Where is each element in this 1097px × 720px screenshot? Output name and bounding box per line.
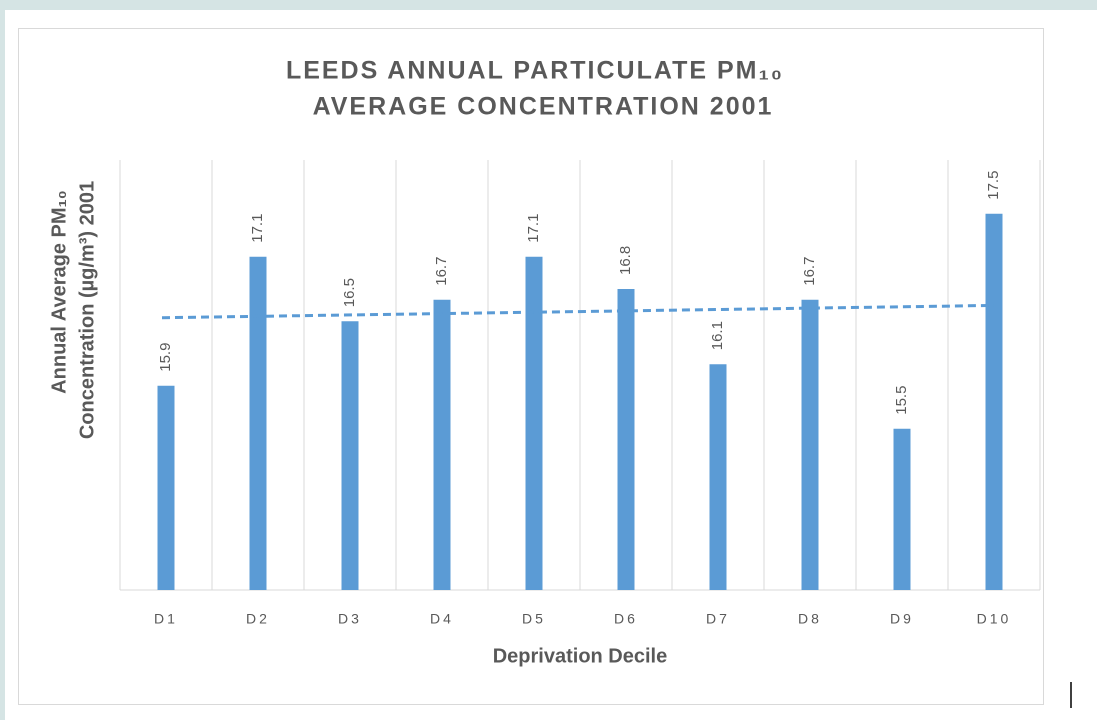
trendline [161, 303, 995, 320]
x-tick-label: D7 [706, 611, 730, 627]
bar [249, 256, 267, 590]
data-label: 16.1 [709, 321, 726, 350]
y-axis-label: Annual Average PM₁₀ [48, 190, 70, 394]
x-tick-label: D8 [798, 611, 822, 627]
x-tick-label: D4 [430, 611, 454, 627]
data-label: 17.5 [985, 171, 1002, 200]
bar [893, 428, 911, 590]
x-tick-label: D5 [522, 611, 546, 627]
x-tick-label: D9 [890, 611, 914, 627]
bar [985, 213, 1003, 590]
bar [801, 299, 819, 590]
data-label: 16.8 [617, 246, 634, 275]
x-tick-label: D3 [338, 611, 362, 627]
bar [617, 289, 635, 590]
x-tick-label: D1 [154, 611, 178, 627]
chart-title: LEEDS ANNUAL PARTICULATE PM₁₀ [286, 57, 784, 85]
x-axis-label: Deprivation Decile [493, 645, 668, 667]
data-label: 17.1 [525, 214, 542, 243]
bar [525, 256, 543, 590]
bar [433, 299, 451, 590]
y-axis-label: Concentration (µg/m³) 2001 [76, 181, 98, 439]
bar [157, 385, 175, 590]
data-label: 16.7 [801, 257, 818, 286]
bar [341, 321, 359, 590]
data-label: 16.5 [341, 278, 358, 307]
data-label: 17.1 [249, 214, 266, 243]
data-label: 16.7 [433, 257, 450, 286]
bar [709, 364, 727, 590]
chart-title: AVERAGE CONCENTRATION 2001 [313, 93, 774, 121]
data-label: 15.5 [893, 386, 910, 415]
x-tick-label: D2 [246, 611, 270, 627]
x-tick-label: D10 [977, 611, 1012, 627]
x-tick-label: D6 [614, 611, 638, 627]
data-label: 15.9 [157, 343, 174, 372]
